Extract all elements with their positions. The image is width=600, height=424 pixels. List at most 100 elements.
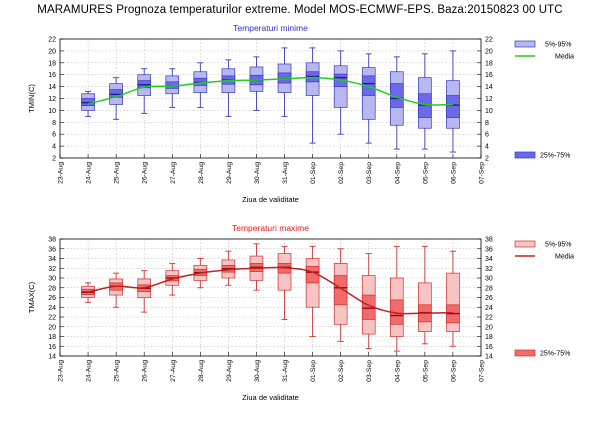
y-tick-label-right: 20 [485, 48, 493, 55]
y-tick-label-left: 16 [48, 72, 56, 79]
x-tick-label: 24-Aug [86, 162, 93, 184]
tmax-x-axis-title: Ziua de validitate [242, 393, 299, 402]
tmax-legend: 5%-95% Media 25%-75% [514, 240, 574, 358]
box-11 [361, 253, 376, 350]
y-tick-label-left: 38 [48, 237, 56, 244]
tmax-grid [60, 239, 481, 356]
box-3 [137, 68, 152, 114]
x-tick-label: 29-Aug [226, 360, 233, 382]
box-25-75 [333, 275, 348, 306]
box-8 [277, 245, 292, 320]
box-11 [361, 53, 376, 144]
y-tick-label-left: 28 [48, 285, 56, 292]
tmin-plot-frame [59, 38, 482, 159]
box-10 [333, 50, 348, 135]
box-6 [221, 59, 236, 117]
x-tick-label: 07-Sep [479, 162, 486, 184]
tmin-x-axis-title: Ziua de validitate [242, 195, 299, 204]
x-tick-label: 30-Aug [254, 360, 261, 382]
x-tick-label: 30-Aug [254, 162, 261, 184]
y-tick-label-left: 4 [52, 144, 56, 151]
y-tick-label-right: 24 [485, 305, 493, 312]
tmax-plot-frame [59, 238, 482, 357]
y-tick-label-right: 14 [485, 84, 493, 91]
y-tick-label-left: 24 [48, 305, 56, 312]
y-tick-label-right: 32 [485, 266, 493, 273]
x-tick-label: 27-Aug [170, 360, 177, 382]
legend-label-5-95: 5%-95% [545, 242, 571, 249]
x-tick-label: 25-Aug [114, 360, 121, 382]
x-tick-label: 01-Sep [310, 162, 317, 184]
box-9 [305, 47, 320, 144]
y-tick-label-left: 6 [52, 132, 56, 139]
legend-swatch-25-75 [514, 349, 536, 357]
y-tick-label-left: 32 [48, 266, 56, 273]
box-12 [389, 56, 404, 150]
y-tick-label-right: 28 [485, 285, 493, 292]
y-tick-label-right: 18 [485, 334, 493, 341]
box-13 [418, 245, 432, 345]
x-tick-label: 03-Sep [366, 360, 373, 382]
y-tick-label-right: 22 [485, 315, 493, 322]
legend-swatch-5-95 [514, 240, 536, 248]
y-tick-label-left: 22 [48, 315, 56, 322]
x-tick-label: 23-Aug [58, 360, 65, 382]
y-tick-label-left: 20 [48, 48, 56, 55]
box-25-75 [446, 95, 460, 118]
y-tick-label-left: 14 [48, 84, 56, 91]
box-9 [305, 245, 320, 337]
tmin-legend: 5%-95% Media 25%-75% [514, 40, 574, 160]
tmax-y-axis-title: TMAX(C) [27, 281, 36, 313]
x-tick-label: 06-Sep [450, 162, 457, 184]
tmin-mean-line [87, 76, 453, 106]
legend-label-media: Media [555, 54, 574, 61]
x-tick-label: 06-Sep [450, 360, 457, 382]
legend-label-media: Media [555, 254, 574, 261]
x-tick-label: 07-Sep [479, 360, 486, 382]
tmax-chart: Temperaturi maxime 14 14 16 16 18 18 20 20 22 22 24… [27, 223, 574, 402]
y-tick-label-left: 22 [48, 37, 56, 44]
y-tick-label-left: 14 [48, 354, 56, 361]
x-tick-label: 03-Sep [366, 162, 373, 184]
x-tick-label: 24-Aug [86, 360, 93, 382]
box-2 [109, 77, 123, 120]
x-tick-label: 25-Aug [114, 162, 121, 184]
y-tick-label-left: 2 [52, 156, 56, 163]
box-8 [277, 47, 292, 117]
x-tick-label: 23-Aug [58, 162, 65, 184]
y-tick-label-right: 8 [485, 120, 489, 127]
main-title: MARAMURES Prognoza temperaturilor extrem… [37, 4, 563, 16]
x-tick-label: 05-Sep [422, 162, 429, 184]
y-tick-label-right: 20 [485, 324, 493, 331]
box-25-75 [361, 75, 376, 96]
box-7 [249, 56, 264, 111]
x-tick-label: 28-Aug [198, 162, 205, 184]
legend-label-25-75: 25%-75% [540, 153, 570, 160]
y-tick-label-left: 12 [48, 96, 56, 103]
x-tick-label: 31-Aug [282, 162, 289, 184]
legend-swatch-25-75 [514, 151, 536, 159]
y-tick-label-right: 14 [485, 354, 493, 361]
y-tick-label-right: 6 [485, 132, 489, 139]
y-tick-label-right: 36 [485, 246, 493, 253]
box-12 [389, 245, 404, 352]
y-tick-label-left: 20 [48, 324, 56, 331]
x-tick-label: 26-Aug [142, 162, 149, 184]
tmin-panel-title: Temperaturi minime [233, 23, 308, 33]
y-tick-label-left: 18 [48, 60, 56, 67]
box-7 [249, 243, 264, 291]
y-tick-label-right: 2 [485, 156, 489, 163]
x-tick-label: 04-Sep [394, 360, 401, 382]
y-tick-label-right: 10 [485, 108, 493, 115]
y-tick-label-left: 10 [48, 108, 56, 115]
y-tick-label-right: 30 [485, 276, 493, 283]
legend-label-25-75: 25%-75% [540, 351, 570, 358]
box-5 [193, 62, 208, 108]
tmax-panel-title: Temperaturi maxime [232, 223, 309, 233]
box-13 [418, 53, 432, 150]
box-6 [221, 250, 236, 286]
legend-label-5-95: 5%-95% [545, 42, 571, 49]
tmax-mean-line [87, 266, 453, 315]
